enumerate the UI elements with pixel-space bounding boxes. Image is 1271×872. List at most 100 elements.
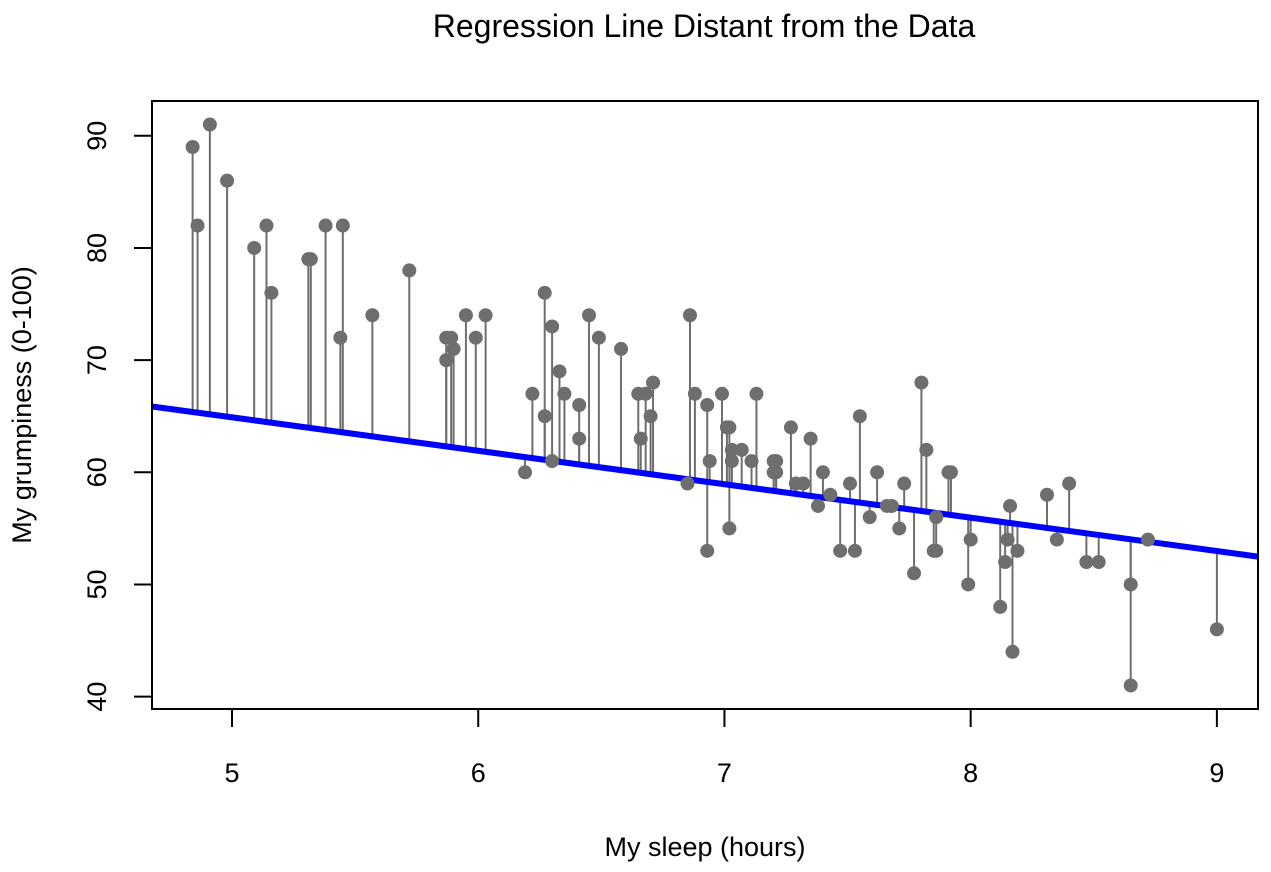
data-point [1140, 532, 1155, 547]
data-point [643, 409, 658, 424]
data-point [870, 465, 885, 480]
data-point [1062, 476, 1077, 491]
data-point [591, 330, 606, 345]
data-point [202, 117, 217, 132]
data-point [572, 431, 587, 446]
data-point [478, 308, 493, 323]
data-point [714, 386, 729, 401]
data-point [1010, 543, 1025, 558]
data-point [633, 431, 648, 446]
data-point [247, 240, 262, 255]
data-point [993, 599, 1008, 614]
data-point [680, 476, 695, 491]
regression-line-group [151, 403, 1259, 560]
data-point [1003, 498, 1018, 513]
data-point [961, 577, 976, 592]
data-point [552, 364, 567, 379]
data-point [333, 330, 348, 345]
y-tick-label: 60 [82, 457, 112, 487]
data-point [1123, 577, 1138, 592]
y-axis-label: My grumpiness (0-100) [7, 266, 37, 544]
y-tick-label: 80 [82, 233, 112, 263]
data-point [722, 521, 737, 536]
data-point [545, 454, 560, 469]
x-tick-label: 9 [1209, 758, 1224, 788]
data-point [1123, 678, 1138, 693]
x-axis: 5 6 7 8 9 [225, 709, 1224, 788]
data-point [815, 465, 830, 480]
data-point [444, 330, 459, 345]
data-point [259, 218, 274, 233]
data-point [734, 442, 749, 457]
data-point [525, 386, 540, 401]
y-tick-label: 50 [82, 569, 112, 599]
y-tick-label: 40 [82, 682, 112, 712]
data-point [769, 465, 784, 480]
data-point [614, 341, 629, 356]
data-point [468, 330, 483, 345]
data-point [1039, 487, 1054, 502]
data-point [823, 487, 838, 502]
data-points [185, 117, 1224, 693]
residual-lines [191, 124, 1218, 686]
data-point [190, 218, 205, 233]
data-point [862, 510, 877, 525]
data-point [796, 476, 811, 491]
data-point [537, 285, 552, 300]
data-point [700, 398, 715, 412]
data-point [318, 218, 333, 233]
data-point [365, 308, 380, 323]
data-point [545, 319, 560, 334]
data-point [847, 543, 862, 558]
data-point [884, 498, 899, 513]
data-point [998, 555, 1013, 570]
data-point [700, 543, 715, 558]
data-point [646, 375, 661, 390]
data-point [811, 498, 826, 513]
y-axis: 40 50 60 70 80 90 [82, 121, 152, 712]
data-point [638, 386, 653, 401]
data-point [963, 532, 978, 547]
data-point [919, 442, 934, 457]
data-point [803, 431, 818, 446]
data-point [843, 476, 858, 491]
plot-frame [151, 100, 1259, 710]
data-point [724, 454, 739, 469]
data-point [402, 263, 417, 278]
data-point [582, 308, 597, 323]
data-point [439, 353, 454, 368]
data-point [446, 341, 461, 356]
data-point [1005, 644, 1020, 659]
data-point [907, 566, 922, 581]
data-point [749, 386, 764, 401]
x-tick-label: 7 [717, 758, 732, 788]
data-point [852, 409, 867, 424]
data-point [1000, 532, 1015, 547]
data-point [185, 139, 200, 154]
data-point [1079, 555, 1094, 570]
data-point [914, 375, 929, 390]
data-point [557, 386, 572, 401]
data-point [1091, 555, 1106, 570]
x-tick-label: 6 [471, 758, 486, 788]
data-point [892, 521, 907, 536]
data-point [722, 420, 737, 435]
data-point [943, 465, 958, 480]
data-point [897, 476, 912, 491]
data-point [702, 454, 717, 469]
data-point [724, 442, 739, 457]
data-point [518, 465, 533, 480]
x-tick-label: 5 [225, 758, 240, 788]
data-point [1049, 532, 1064, 547]
data-point [458, 308, 473, 323]
x-axis-label: My sleep (hours) [604, 832, 805, 862]
data-point [264, 285, 279, 300]
data-point [687, 386, 702, 401]
data-point [335, 218, 350, 233]
data-point [929, 510, 944, 525]
data-point [303, 252, 318, 267]
data-point [1209, 622, 1224, 637]
data-point [929, 543, 944, 558]
data-point [769, 454, 784, 469]
